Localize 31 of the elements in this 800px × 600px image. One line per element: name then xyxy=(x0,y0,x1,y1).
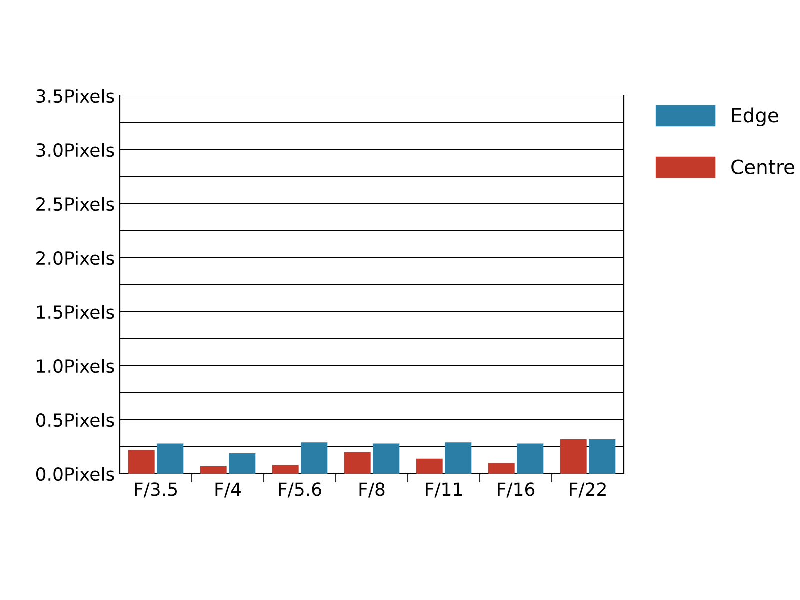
x-tick-label: F/4 xyxy=(216,482,241,498)
bar xyxy=(200,466,227,474)
bar xyxy=(128,450,155,474)
x-tick-label: F/5.6 xyxy=(279,482,322,498)
x-tick-label: F/22 xyxy=(570,482,606,498)
legend-label: Centre xyxy=(732,160,794,174)
y-tick-label: 1.5Pixels xyxy=(37,305,114,320)
x-tick-label: F/3.5 xyxy=(135,482,178,498)
bar xyxy=(445,442,472,474)
bar xyxy=(517,444,544,474)
bar xyxy=(157,444,184,474)
y-tick-label: 2.5Pixels xyxy=(36,197,114,212)
y-tick-label: 1.0Pixels xyxy=(37,359,114,374)
bar xyxy=(301,442,328,474)
bar xyxy=(272,465,299,474)
bar xyxy=(344,452,371,474)
x-tick-label: F/16 xyxy=(498,482,535,498)
bar xyxy=(488,463,515,474)
y-tick-label: 2.0Pixels xyxy=(36,251,114,266)
legend-label: Edge xyxy=(732,108,778,127)
y-tick-label: 0.5Pixels xyxy=(36,413,114,428)
x-tick-label: F/8 xyxy=(360,482,385,498)
bar xyxy=(229,453,256,474)
bar xyxy=(373,444,400,474)
bar xyxy=(416,458,443,474)
x-tick-label: F/11 xyxy=(426,482,462,498)
y-tick-label: 0.0Pixels xyxy=(36,467,114,482)
bar xyxy=(589,439,616,474)
y-tick-label: 3.0Pixels xyxy=(36,143,114,158)
y-tick-label: 3.5Pixels xyxy=(36,89,114,104)
bar xyxy=(560,439,587,474)
